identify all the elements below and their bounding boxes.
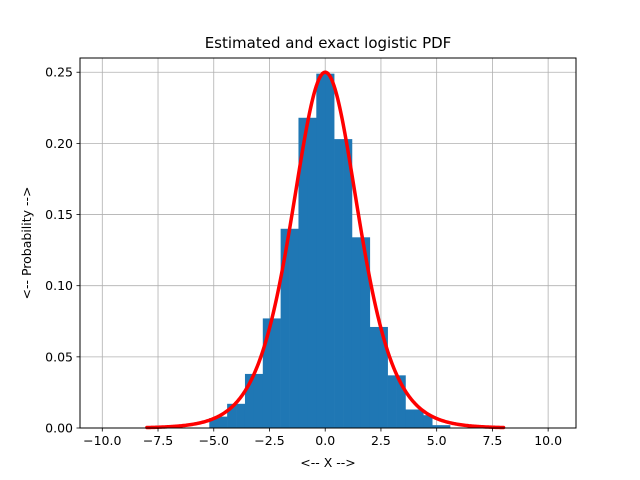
histogram-bar: [441, 425, 451, 428]
histogram-bar: [334, 139, 344, 428]
logistic-pdf-curve: [145, 70, 506, 430]
histogram-bars: [209, 73, 451, 429]
plot-frame: [79, 57, 577, 429]
y-axis-label: <-- Probability -->: [19, 186, 34, 299]
histogram-bar: [316, 73, 326, 429]
y-tick-label: 0.10: [45, 278, 73, 293]
histogram-bar: [360, 237, 371, 428]
histogram-bar: [218, 416, 228, 428]
x-axis-ticks: −10.0 −7.5 −5.0 −2.5 0.0 2.5 5.0 7.5 10.0: [83, 428, 562, 448]
histogram-bar: [289, 228, 299, 428]
y-tick-label: 0.15: [45, 207, 73, 222]
histogram-bar: [262, 318, 273, 428]
histogram-bar: [405, 409, 415, 428]
x-axis-label: <-- X -->: [300, 455, 356, 470]
x-tick-label: 0.0: [315, 433, 335, 448]
x-tick-label: −10.0: [83, 433, 121, 448]
x-tick-label: 10.0: [534, 433, 562, 448]
histogram-bar: [236, 403, 246, 428]
x-tick-label: −7.5: [143, 433, 173, 448]
histogram-bar: [227, 403, 237, 428]
x-tick-label: 2.5: [371, 433, 391, 448]
histogram-bar: [351, 237, 362, 428]
x-tick-label: −5.0: [199, 433, 229, 448]
histogram-bar: [396, 375, 406, 428]
histogram-bar: [343, 139, 353, 428]
x-tick-label: −2.5: [254, 433, 284, 448]
y-tick-label: 0.20: [45, 136, 73, 151]
histogram-bar: [423, 415, 433, 428]
y-tick-label: 0.05: [45, 349, 73, 364]
histogram-bar: [414, 409, 424, 428]
histogram-bar: [209, 418, 219, 428]
histogram-bar: [432, 425, 442, 428]
histogram-bar: [280, 228, 290, 428]
x-tick-label: 5.0: [427, 433, 447, 448]
histogram-bar: [298, 117, 308, 429]
histogram-bar: [307, 117, 317, 429]
histogram-bar: [325, 73, 335, 429]
x-tick-label: 7.5: [482, 433, 502, 448]
histogram-bar: [378, 326, 388, 428]
y-tick-label: 0.25: [45, 65, 73, 80]
histogram-bar: [387, 375, 397, 428]
histogram-bar: [253, 373, 264, 428]
histogram-bar: [369, 326, 380, 428]
histogram-bar: [271, 318, 281, 428]
pdf-curve-layer: [145, 70, 506, 430]
chart-title: Estimated and exact logistic PDF: [205, 34, 452, 52]
y-tick-label: 0.00: [45, 421, 73, 436]
y-axis-ticks: 0.00 0.05 0.10 0.15 0.20 0.25: [45, 65, 80, 436]
histogram-bar: [244, 373, 255, 428]
